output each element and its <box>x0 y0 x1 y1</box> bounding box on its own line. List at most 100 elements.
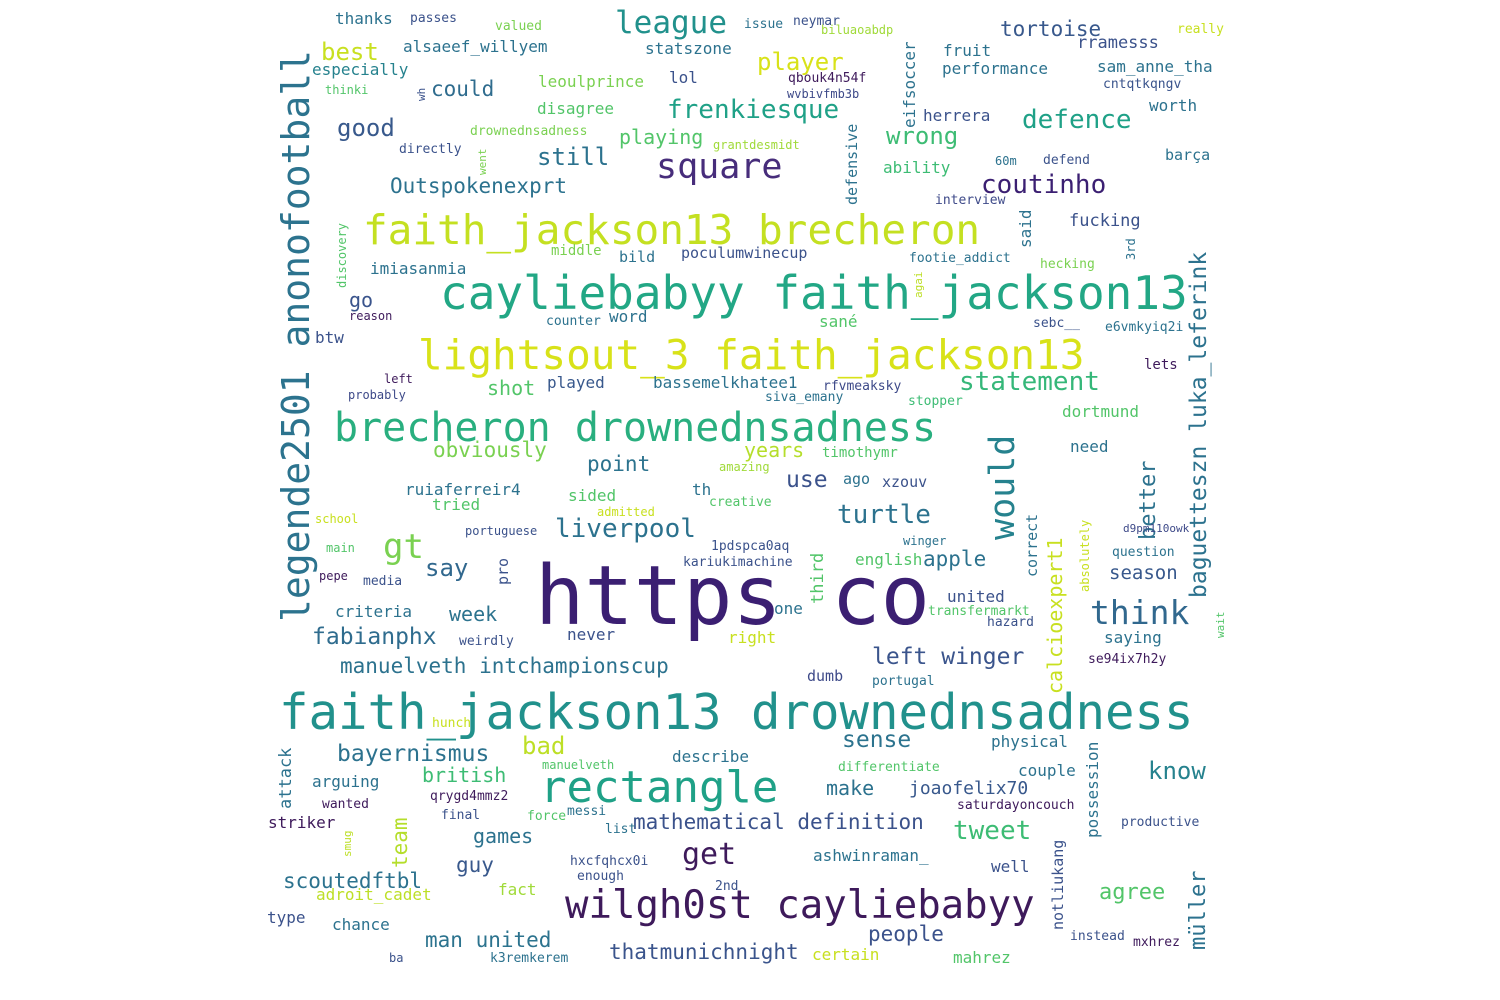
word-thinki: thinki <box>325 83 369 97</box>
word-especially: especially <box>312 60 409 79</box>
word-alsaeef-willyem: alsaeef_willyem <box>403 37 548 56</box>
word-saying: saying <box>1104 628 1162 647</box>
word-sane: sané <box>819 312 858 331</box>
word-chance: chance <box>332 915 390 934</box>
word-kariukimachine: kariukimachine <box>683 555 793 570</box>
word-saturdayoncouch: saturdayoncouch <box>957 798 1075 813</box>
word-rramesss: rramesss <box>1077 33 1159 53</box>
word-correct: correct <box>1023 513 1041 577</box>
word-obviously: obviously <box>433 438 547 462</box>
word-stopper: stopper <box>908 394 963 409</box>
word-couple: couple <box>1018 761 1076 780</box>
word-https-co: https co <box>535 549 930 644</box>
word-season: season <box>1109 562 1178 584</box>
word-portugal: portugal <box>872 674 935 689</box>
word-mahrez: mahrez <box>953 948 1011 967</box>
word-turtle: turtle <box>837 500 931 530</box>
word-united: united <box>947 587 1005 606</box>
word-wvbivfmb3b: wvbivfmb3b <box>787 87 860 101</box>
word-third: third <box>808 552 828 604</box>
word-reason: reason <box>349 309 393 323</box>
word-right: right <box>728 628 777 647</box>
word-player: player <box>757 48 844 76</box>
word-imiasanmia: imiasanmia <box>370 259 467 278</box>
word-disagree: disagree <box>537 99 615 118</box>
word-sebc: sebc__ <box>1033 316 1080 331</box>
word-wh: wh <box>415 87 428 101</box>
word-admitted: admitted <box>597 505 655 519</box>
word-fucking: fucking <box>1069 211 1141 231</box>
word-bild: bild <box>619 248 656 266</box>
word-performance: performance <box>942 59 1048 78</box>
word-think: think <box>1090 593 1190 632</box>
word-force: force <box>527 809 567 824</box>
word-hazard: hazard <box>987 615 1034 630</box>
word-th: th <box>692 480 712 499</box>
word-manuelveth-intchampionscup: manuelveth intchampionscup <box>340 654 669 678</box>
word-timothymr: timothymr <box>822 445 898 461</box>
word-faith-jackson13-brecheron: faith_jackson13 brecheron <box>363 206 981 254</box>
word-go: go <box>349 288 374 312</box>
word-weirdly: weirdly <box>459 634 514 649</box>
word-directly: directly <box>399 142 462 157</box>
word-went: went <box>476 148 489 176</box>
word-possession: possession <box>1083 741 1102 838</box>
word-passes: passes <box>410 11 457 26</box>
word-years: years <box>744 438 805 462</box>
word-absolutely: absolutely <box>1078 519 1092 592</box>
word-cayliebabyy-faith-jackson13: cayliebabyy faith_jackson13 <box>440 266 1188 320</box>
word-guy: guy <box>456 853 494 877</box>
word-muller: müller <box>1186 870 1211 950</box>
word-agree: agree <box>1099 880 1166 905</box>
word-type: type <box>267 908 306 927</box>
word-fabianphx: fabianphx <box>312 624 437 650</box>
word-get: get <box>682 837 737 872</box>
word-rectangle: rectangle <box>540 762 779 813</box>
word-worth: worth <box>1149 96 1198 115</box>
word-xzouv: xzouv <box>882 473 928 491</box>
word-need: need <box>1070 437 1109 456</box>
word-sided: sided <box>568 486 617 505</box>
word-wanted: wanted <box>322 797 369 812</box>
word-games: games <box>473 824 534 848</box>
word-rfvmeaksky: rfvmeaksky <box>823 379 902 394</box>
word-main: main <box>326 541 355 555</box>
word-lets: lets <box>1144 357 1178 373</box>
word-man-united: man united <box>425 928 552 952</box>
word-would: would <box>983 434 1023 540</box>
word-creative: creative <box>709 495 772 510</box>
word-could: could <box>431 77 495 101</box>
word-valued: valued <box>495 19 542 34</box>
word-3rd: 3rd <box>1124 238 1138 260</box>
word-statszone: statszone <box>645 39 732 58</box>
word-agai: agai <box>912 271 925 299</box>
word-amazing: amazing <box>719 460 770 474</box>
word-final: final <box>441 808 481 823</box>
word-adroit-cadet: adroit_cadet <box>316 885 432 904</box>
word-leoulprince: leoulprince <box>538 72 644 91</box>
word-bayernismus: bayernismus <box>337 741 490 767</box>
word-statement: statement <box>959 367 1100 397</box>
word-middle: middle <box>551 243 602 259</box>
word-qrygd4mmz2: qrygd4mmz2 <box>430 789 509 804</box>
word-tweet: tweet <box>953 816 1032 846</box>
word-make: make <box>826 776 875 800</box>
word-best: best <box>321 38 379 66</box>
word-ruiaferreir4: ruiaferreir4 <box>405 480 521 499</box>
word-defensive: defensive <box>843 123 861 205</box>
word-thanks: thanks <box>335 9 393 28</box>
word-one: one <box>774 599 803 618</box>
word-k3remkerem: k3remkerem <box>490 951 569 966</box>
word-striker: striker <box>268 813 336 832</box>
word-mathematical-definition: mathematical definition <box>633 810 924 834</box>
word-e6vmkyiq2i: e6vmkyiq2i <box>1105 320 1184 335</box>
word-frenkiesque: frenkiesque <box>667 95 840 125</box>
word-ashwinraman: ashwinraman_ <box>813 846 929 865</box>
word-league: league <box>615 5 727 41</box>
word-dortmund: dortmund <box>1062 402 1140 421</box>
word-describe: describe <box>672 747 750 766</box>
word-siva-emany: siva_emany <box>765 390 844 405</box>
word-attack: attack <box>276 747 296 809</box>
word-notliukang: notliukang <box>1049 839 1067 930</box>
